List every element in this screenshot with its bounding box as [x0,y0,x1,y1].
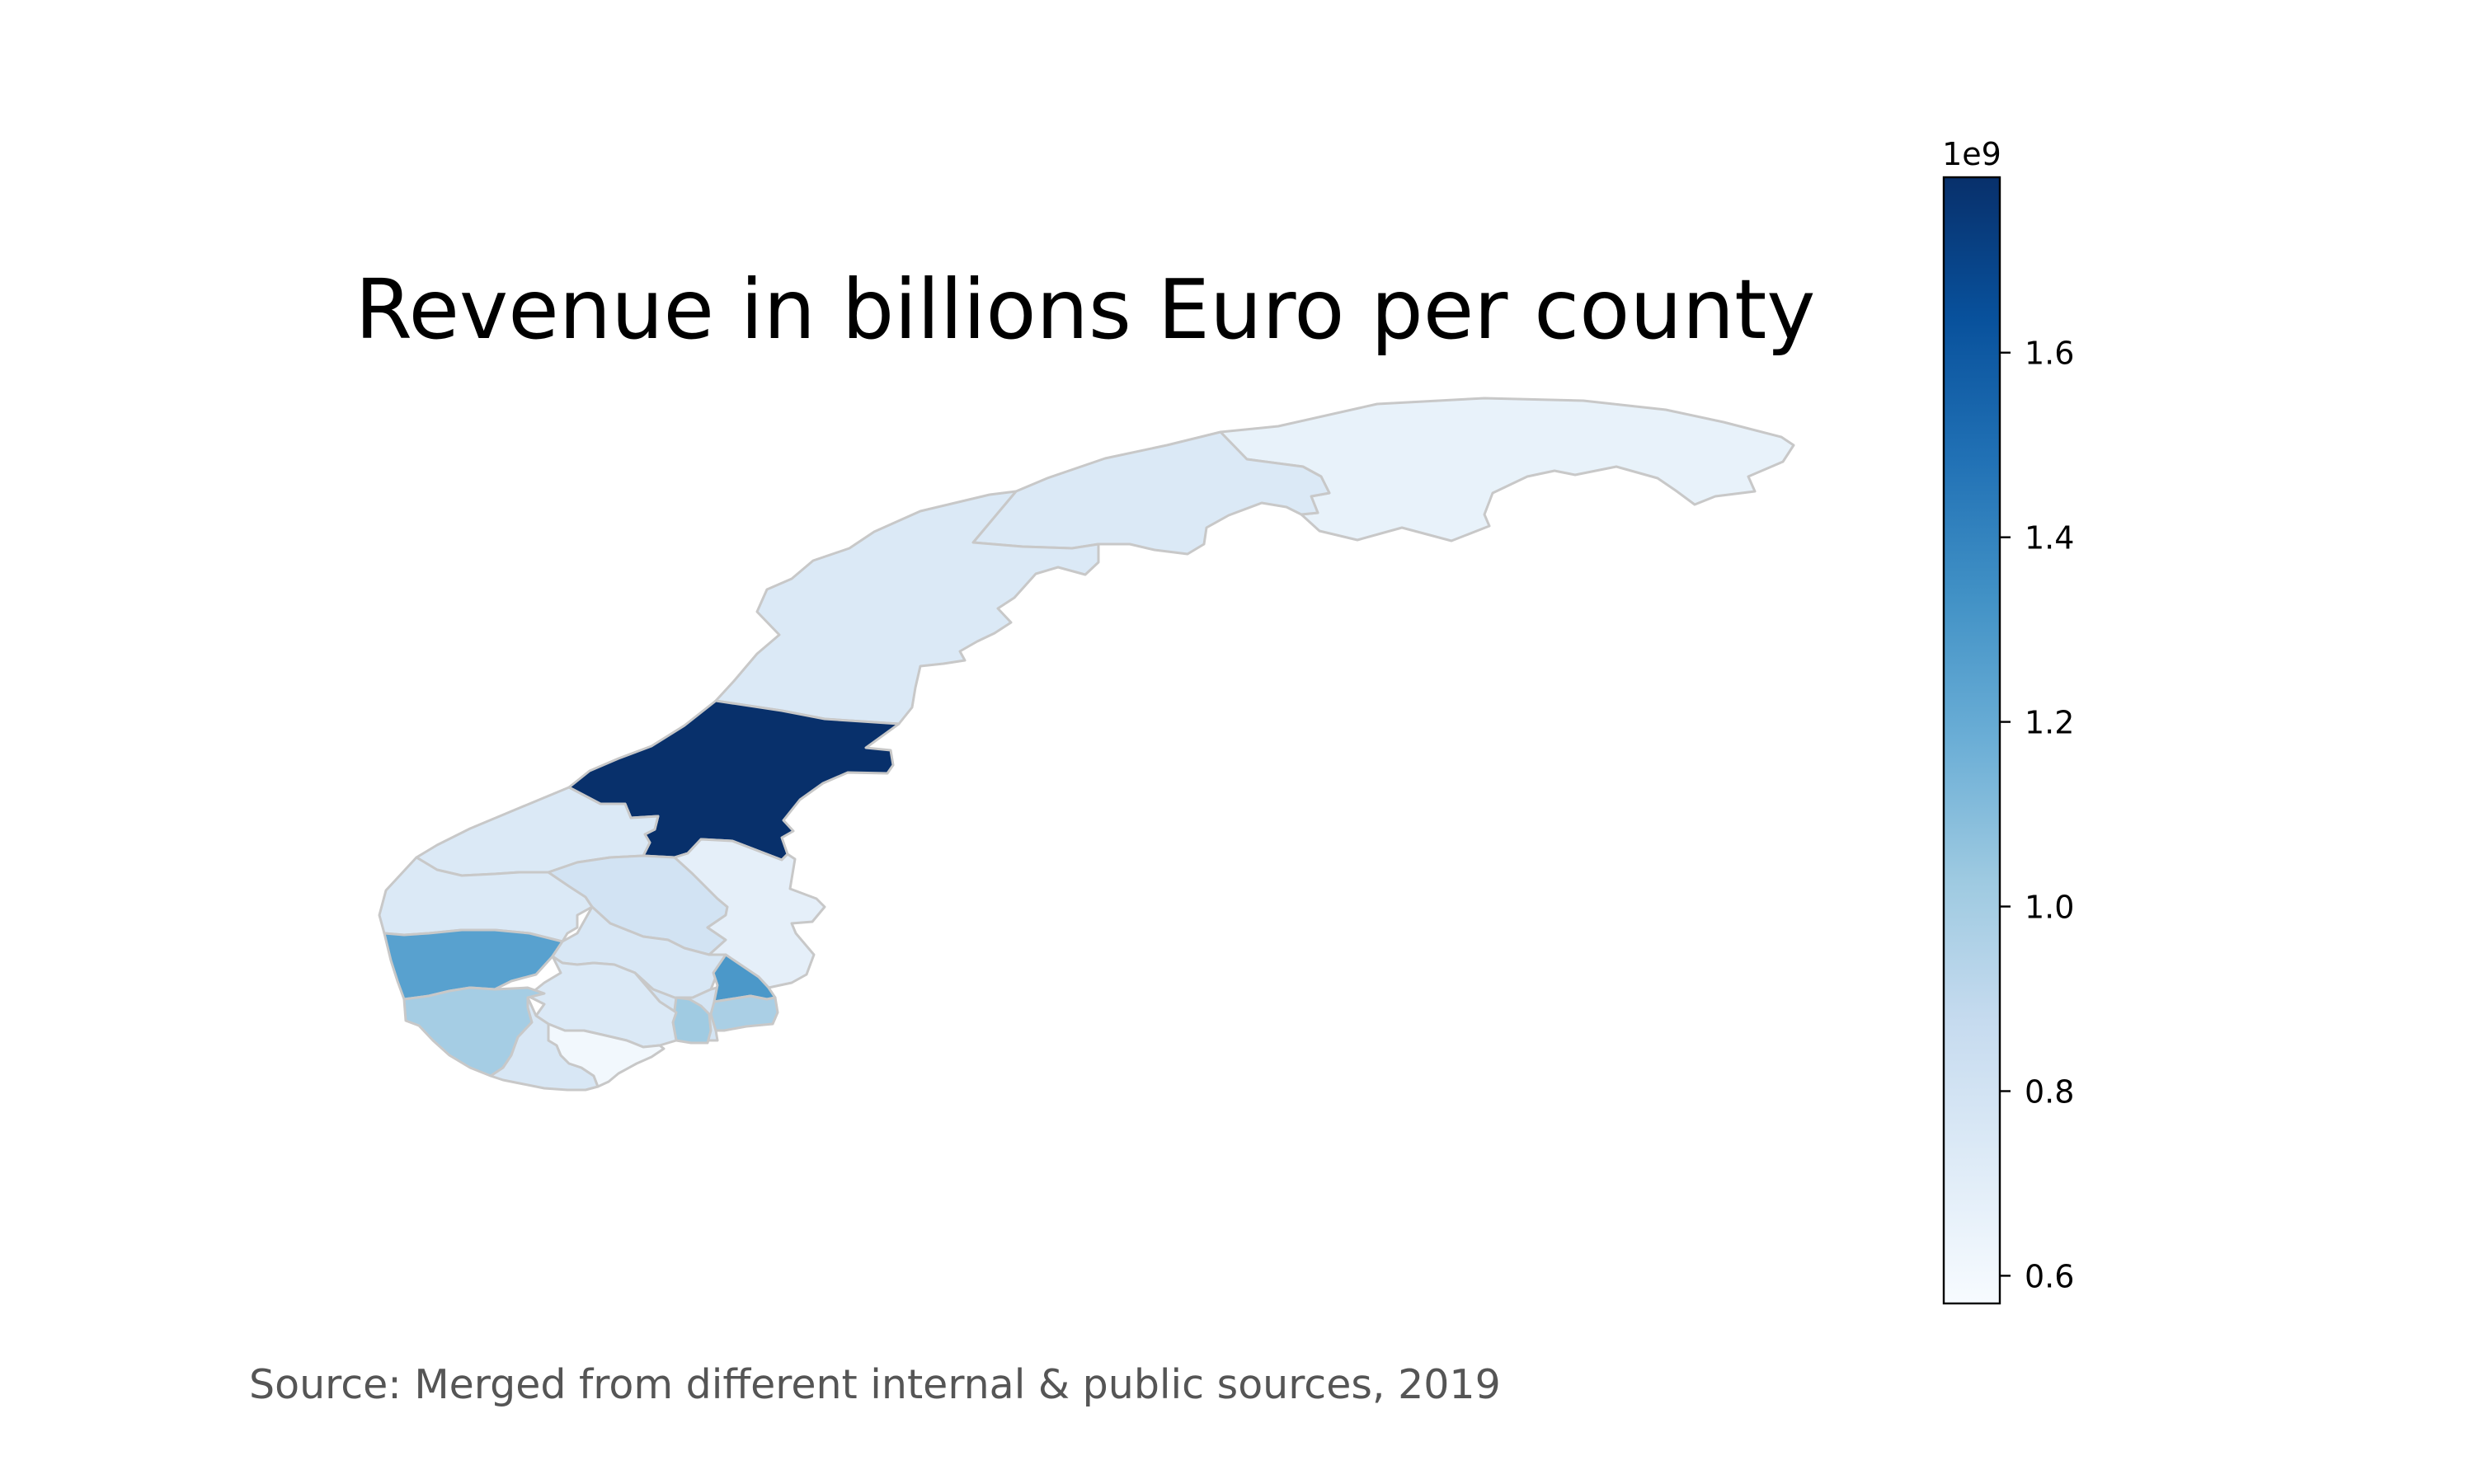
colorbar-tick-label: 1.4 [2025,520,2074,556]
county-ostfold [709,994,779,1032]
colorbar-ticks: 0.6 0.8 1.0 1.2 1.4 1.6 [2000,336,2074,1294]
county-aust-agder [547,1022,666,1088]
colorbar-exponent-label: 1e9 [1942,136,2001,172]
norway-map [378,397,1795,1092]
county-hordaland [383,928,564,1001]
colorbar-tick-label: 1.6 [2025,336,2074,372]
county-nordland [714,490,1100,726]
colorbar-gradient [1942,176,2001,1305]
source-note: Source: Merged from different internal &… [249,1361,1501,1408]
colorbar-tick-label: 0.6 [2025,1258,2074,1294]
county-hedmark [673,838,826,989]
colorbar-tick-label: 1.2 [2025,705,2074,741]
colorbar-tick-label: 0.8 [2025,1073,2074,1110]
colorbar: 1e9 0.6 0.8 1.0 1.2 1.4 1.6 [1942,136,2074,1305]
colorbar-tick-label: 1.0 [2025,890,2074,926]
map-title: Revenue in billions Euro per county [355,261,1816,358]
